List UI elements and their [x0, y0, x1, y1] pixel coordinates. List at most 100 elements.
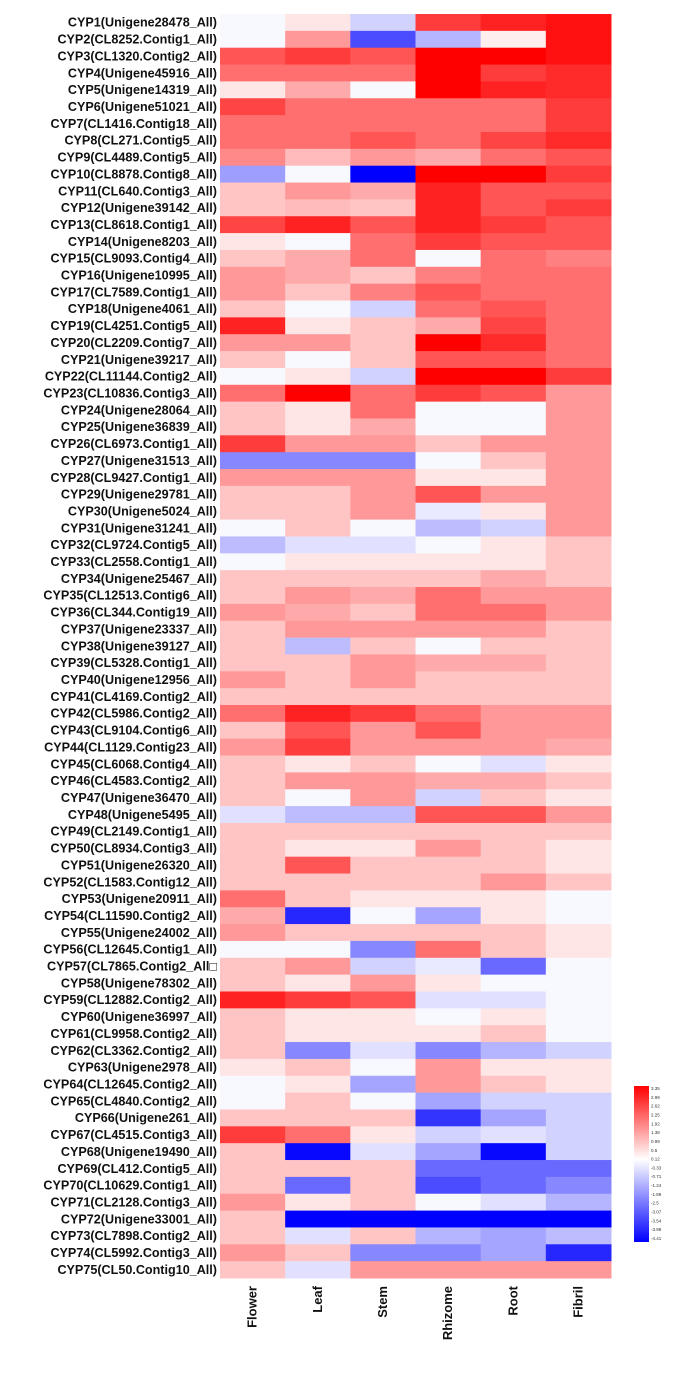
- heatmap-cell: [545, 1042, 612, 1060]
- heatmap-cell: [350, 789, 416, 807]
- heatmap-cell: [350, 367, 416, 386]
- heatmap-cell: [220, 1261, 286, 1279]
- heatmap-cell: [285, 553, 351, 571]
- heatmap-cell: [415, 148, 482, 167]
- heatmap-cell: [415, 401, 482, 419]
- heatmap-cell: [545, 806, 612, 824]
- row-label: CYP2(CL8252.Contig1_All): [57, 33, 217, 47]
- heatmap-cell: [415, 384, 482, 403]
- heatmap-cell: [285, 991, 351, 1009]
- heatmap-cell: [415, 266, 482, 285]
- heatmap-cell: [545, 1075, 612, 1094]
- heatmap-cell: [480, 266, 547, 285]
- column-label: Flower: [245, 1286, 260, 1328]
- heatmap-cell: [480, 856, 547, 875]
- heatmap-cell: [480, 1210, 547, 1228]
- heatmap-cell: [415, 233, 482, 251]
- heatmap-cell: [415, 570, 482, 588]
- heatmap-cell: [220, 233, 286, 251]
- row-label: CYP11(CL640.Contig3_All): [58, 184, 217, 198]
- heatmap-cell: [285, 1109, 351, 1127]
- heatmap-cell: [480, 991, 547, 1009]
- heatmap-cell: [285, 81, 351, 99]
- heatmap-cell: [220, 165, 286, 184]
- row-label: CYP65(CL4840.Contig2_All): [50, 1094, 217, 1108]
- legend-tick-label: 3.35: [651, 1086, 660, 1091]
- heatmap-cell: [480, 688, 547, 706]
- heatmap-cell: [220, 1092, 286, 1110]
- heatmap-cell: [480, 148, 547, 167]
- heatmap-cell: [350, 519, 416, 537]
- heatmap-cell: [480, 98, 547, 116]
- row-label: CYP74(CL5992.Contig3_All): [50, 1246, 217, 1260]
- heatmap-cell: [350, 384, 416, 403]
- heatmap-cell: [545, 81, 612, 99]
- legend-tick-label: -3.07: [651, 1210, 662, 1215]
- heatmap-cell: [415, 1160, 482, 1178]
- heatmap-cell: [480, 14, 547, 32]
- heatmap-cell: [285, 1143, 351, 1161]
- legend-color-bar: [634, 1086, 649, 1242]
- heatmap-cell: [415, 485, 482, 504]
- heatmap-cell: [220, 991, 286, 1009]
- heatmap-cell: [285, 1160, 351, 1178]
- heatmap-cell: [350, 856, 416, 875]
- row-label: CYP63(Unigene2978_All): [68, 1061, 217, 1075]
- heatmap-cell: [220, 721, 286, 740]
- heatmap-cell: [285, 1227, 351, 1245]
- legend-tick-label: 0.5: [651, 1148, 658, 1153]
- heatmap-cell: [285, 367, 351, 386]
- heatmap-cell: [415, 1109, 482, 1127]
- heatmap-cell: [545, 351, 612, 369]
- heatmap-cell: [350, 1143, 416, 1161]
- heatmap-cell: [350, 401, 416, 419]
- heatmap-cell: [285, 907, 351, 925]
- heatmap-cell: [220, 367, 286, 386]
- heatmap-cell: [220, 637, 286, 655]
- heatmap-cell: [545, 47, 612, 66]
- row-label: CYP45(CL6068.Contig4_All): [50, 757, 217, 771]
- heatmap-cell: [480, 1176, 547, 1195]
- heatmap-cell: [285, 64, 351, 82]
- heatmap-cell: [285, 216, 351, 234]
- heatmap-cell: [480, 1126, 547, 1144]
- heatmap-cell: [480, 384, 547, 403]
- heatmap-cell: [480, 1227, 547, 1245]
- heatmap-cell: [480, 283, 547, 301]
- heatmap-cell: [480, 671, 547, 689]
- heatmap-cell: [545, 704, 612, 723]
- heatmap-cell: [285, 165, 351, 184]
- heatmap-cell: [350, 47, 416, 66]
- heatmap-cell: [415, 418, 482, 436]
- heatmap-cell: [220, 182, 286, 200]
- row-label: CYP50(CL8934.Contig3_All): [50, 842, 217, 856]
- heatmap-cell: [545, 30, 612, 49]
- heatmap-cell: [350, 1176, 416, 1195]
- legend-tick-label: -3.54: [651, 1218, 662, 1223]
- heatmap-cell: [480, 249, 547, 268]
- heatmap-cell: [415, 603, 482, 622]
- heatmap-cell: [415, 839, 482, 858]
- heatmap-cell: [415, 47, 482, 66]
- heatmap-cell: [350, 603, 416, 622]
- heatmap-cell: [545, 553, 612, 571]
- heatmap-cell: [415, 1075, 482, 1094]
- heatmap-cell: [480, 704, 547, 723]
- heatmap-cell: [480, 199, 547, 217]
- heatmap-cell: [545, 772, 612, 790]
- heatmap-cell: [415, 1176, 482, 1195]
- row-label: CYP22(CL11144.Contig2_All): [45, 370, 217, 384]
- column-label: Leaf: [310, 1285, 325, 1312]
- row-label: CYP70(CL10629.Contig1_All): [43, 1179, 217, 1193]
- heatmap-cell: [220, 772, 286, 790]
- heatmap-cell: [480, 1042, 547, 1060]
- heatmap-cell: [415, 1058, 482, 1077]
- heatmap-cell: [350, 738, 416, 757]
- heatmap-cell: [480, 1092, 547, 1110]
- row-label: CYP25(Unigene36839_All): [61, 420, 217, 434]
- heatmap-cell: [285, 351, 351, 369]
- heatmap-cell: [480, 587, 547, 605]
- heatmap-cell: [545, 1109, 612, 1127]
- heatmap-cell: [220, 570, 286, 588]
